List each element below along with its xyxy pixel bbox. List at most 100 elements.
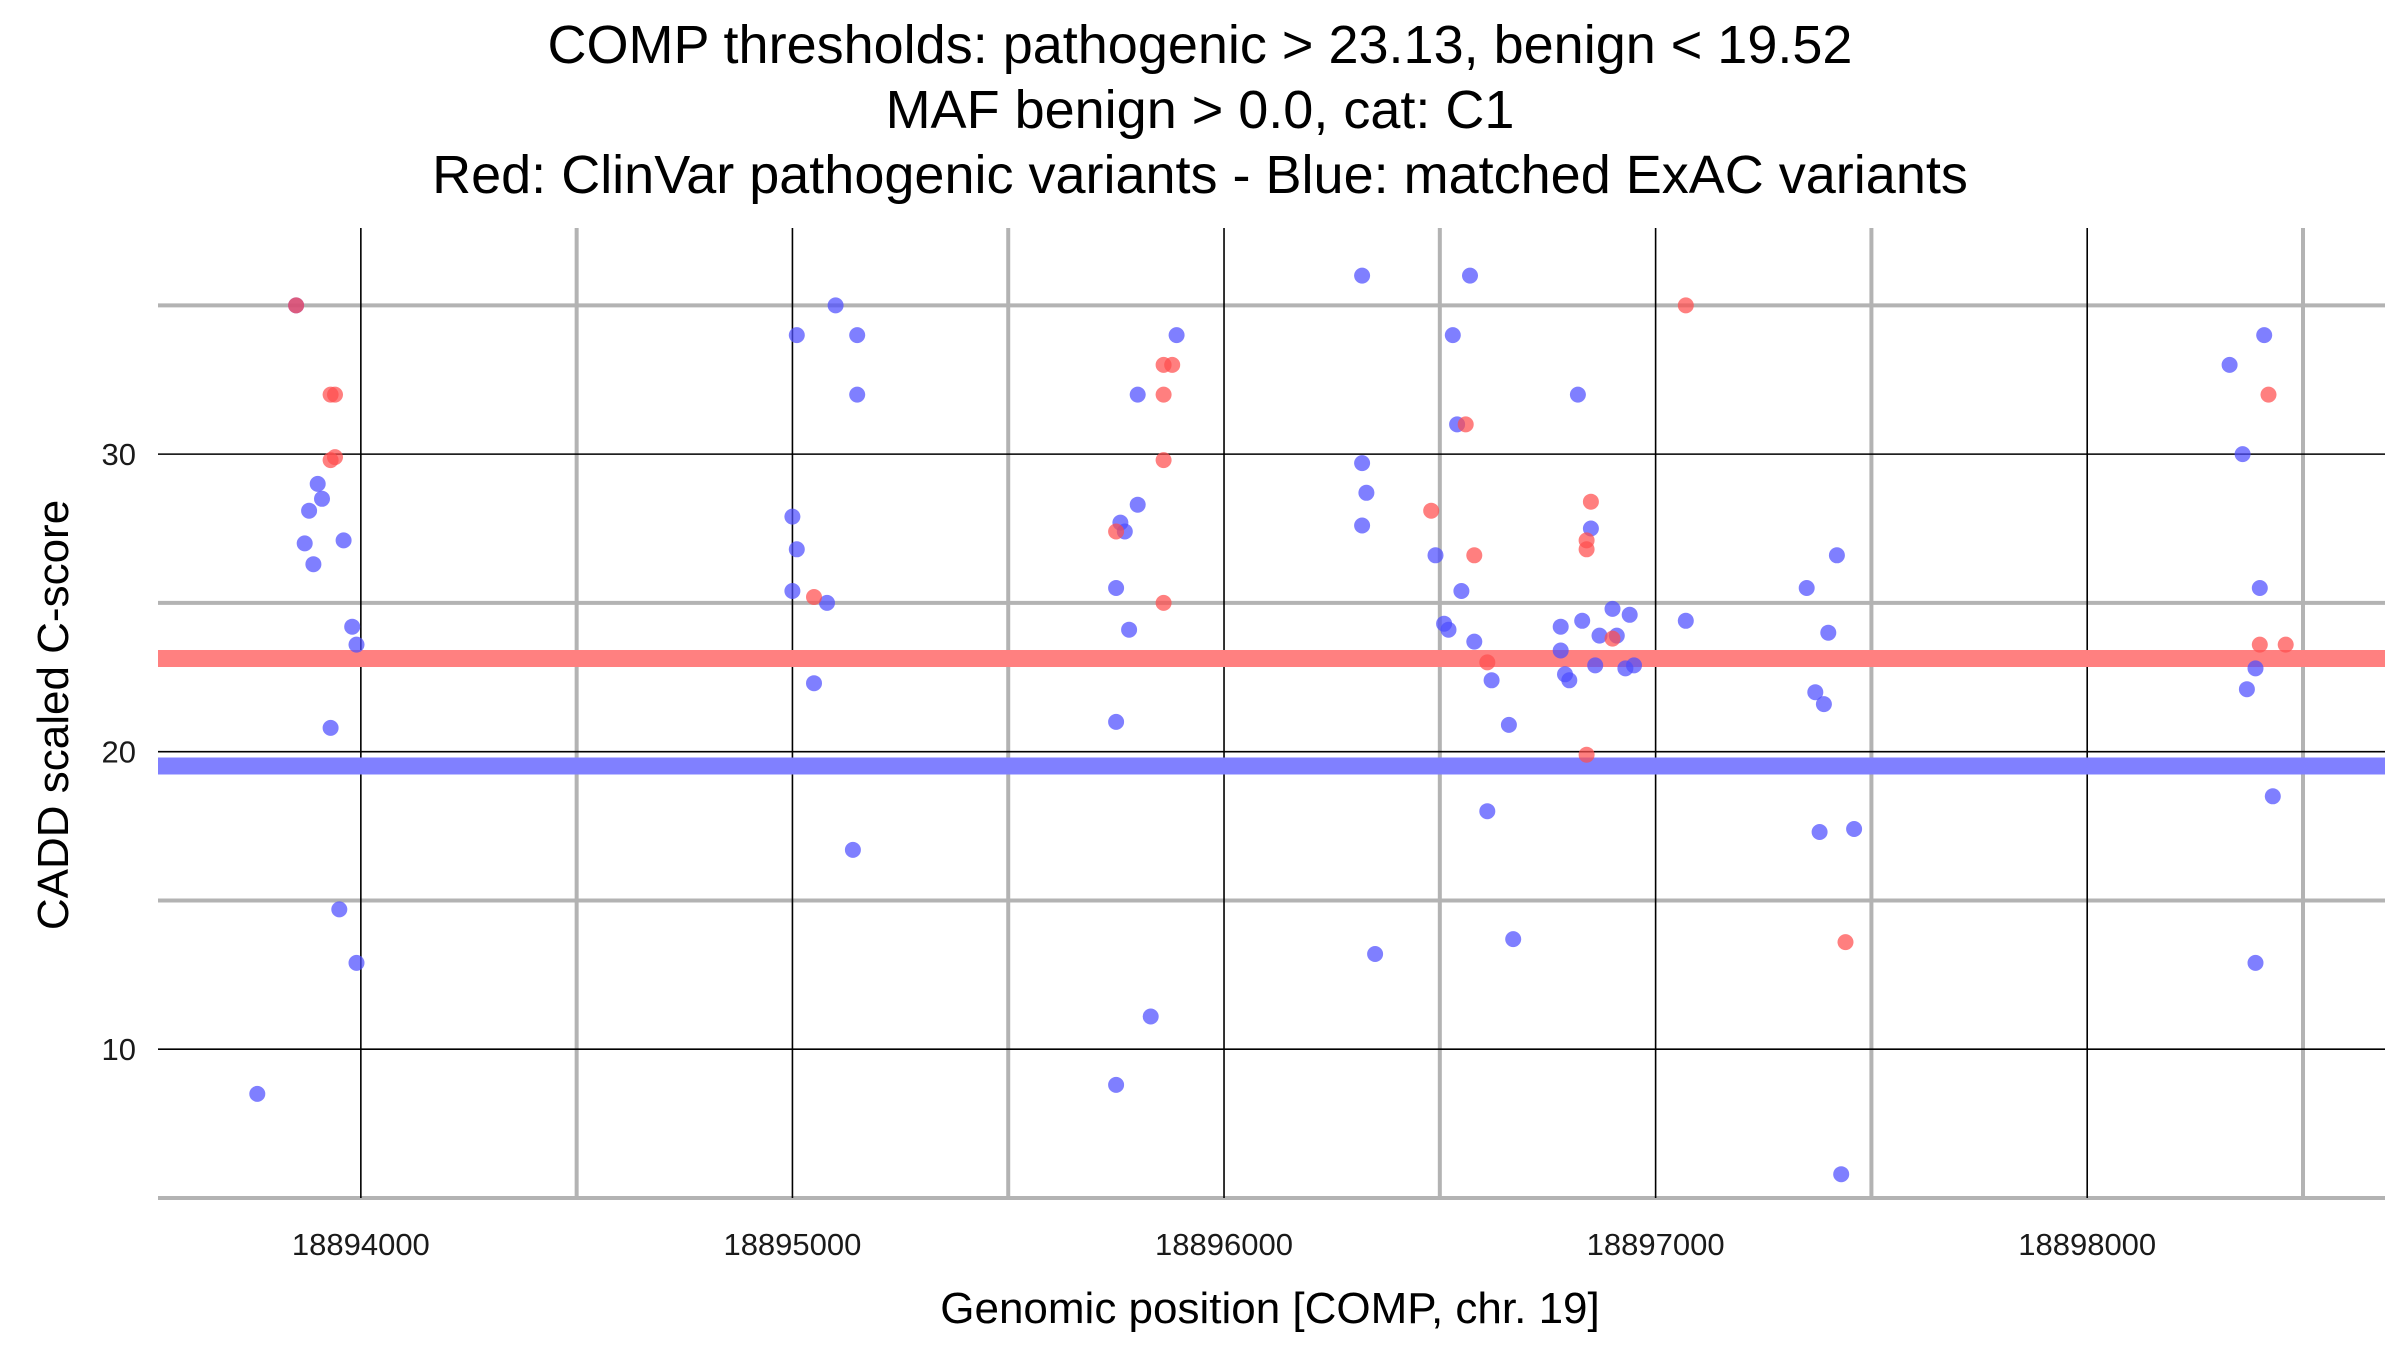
data-points: [249, 267, 2294, 1183]
pathogenic-point: [327, 449, 343, 466]
benign-point: [2238, 681, 2255, 698]
benign-point: [1846, 821, 1863, 837]
benign-point: [1168, 327, 1185, 344]
y-axis-title: CADD scaled C-score: [29, 500, 78, 930]
benign-point: [305, 556, 322, 573]
benign-point: [1815, 696, 1832, 713]
benign-point: [1833, 1166, 1850, 1183]
benign-point: [1129, 386, 1146, 403]
benign-point: [1552, 642, 1569, 659]
benign-point: [2264, 788, 2281, 805]
benign-point: [1462, 267, 1478, 284]
pathogenic-point: [1582, 493, 1599, 510]
pathogenic-point: [1479, 654, 1496, 671]
pathogenic-point: [2277, 636, 2294, 653]
pathogenic-point: [1164, 356, 1181, 373]
benign-point: [301, 502, 318, 519]
benign-point: [827, 297, 844, 314]
pathogenic-point: [1108, 523, 1125, 540]
x-tick-label: 18895000: [723, 1227, 861, 1262]
pathogenic-point: [1677, 297, 1694, 314]
benign-point: [1500, 716, 1517, 733]
benign-point: [1626, 657, 1642, 674]
x-axis-title: Genomic position [COMP, chr. 19]: [940, 1284, 1599, 1333]
threshold-lines: [158, 650, 2385, 775]
pathogenic-point: [1155, 386, 1172, 403]
x-tick-label: 18894000: [292, 1227, 430, 1262]
title-line-3: Red: ClinVar pathogenic variants - Blue:…: [432, 145, 1968, 205]
benign-point: [1483, 672, 1500, 689]
major-gridlines: [158, 228, 2385, 1198]
benign-point: [331, 901, 348, 918]
pathogenic-point: [1837, 934, 1854, 951]
benign-point: [1440, 621, 1457, 638]
benign-point: [1129, 496, 1146, 513]
benign-point: [1574, 612, 1591, 629]
benign-point: [1108, 713, 1125, 730]
benign-point: [784, 583, 801, 599]
pathogenic-point: [1457, 416, 1474, 433]
chart-title: COMP thresholds: pathogenic > 23.13, ben…: [432, 15, 1968, 205]
pathogenic-point: [1604, 630, 1621, 647]
benign-point: [1367, 946, 1384, 962]
minor-gridlines: [158, 228, 2385, 1200]
benign-point: [348, 636, 365, 653]
x-tick-label: 18896000: [1155, 1227, 1293, 1262]
benign-point: [784, 508, 801, 525]
title-line-1: COMP thresholds: pathogenic > 23.13, ben…: [548, 15, 1853, 75]
y-tick-label: 30: [102, 437, 136, 472]
benign-point: [849, 386, 866, 403]
benign-point: [1591, 627, 1608, 644]
benign-point: [1444, 327, 1461, 344]
benign-point: [788, 541, 805, 558]
benign-point: [1604, 600, 1621, 617]
benign-point: [296, 535, 313, 552]
benign-point: [1358, 484, 1375, 501]
benign-point: [1811, 824, 1828, 840]
benign-point: [2247, 660, 2264, 677]
benign-point: [2247, 954, 2264, 971]
benign-point: [788, 327, 805, 344]
title-line-2: MAF benign > 0.0, cat: C1: [886, 80, 1515, 140]
pathogenic-point: [1155, 452, 1172, 469]
benign-point: [1142, 1008, 1159, 1025]
benign-point: [2234, 446, 2251, 463]
benign-point: [849, 327, 866, 344]
benign-point: [1828, 547, 1845, 564]
pathogenic-point: [1423, 502, 1440, 519]
benign-point: [844, 841, 861, 858]
benign-point: [2221, 356, 2238, 373]
pathogenic-point: [1578, 746, 1595, 763]
benign-point: [1569, 386, 1586, 403]
benign-point: [1108, 580, 1125, 596]
benign-point: [819, 594, 835, 611]
benign-point: [1621, 606, 1638, 623]
pathogenic-point: [288, 297, 305, 314]
x-tick-label: 18898000: [2018, 1227, 2156, 1262]
benign-point: [309, 475, 326, 492]
pathogenic-point: [1466, 547, 1483, 564]
benign-point: [1552, 618, 1569, 635]
y-tick-label: 20: [102, 735, 136, 770]
benign-point: [1561, 672, 1578, 689]
benign-point: [806, 675, 822, 692]
x-axis-ticks: 18894000 18895000 18896000 18897000 18898000: [292, 1227, 2156, 1262]
benign-point: [1820, 624, 1837, 641]
benign-point: [322, 719, 339, 736]
benign-point: [1354, 517, 1371, 534]
benign-point: [1108, 1076, 1125, 1093]
x-tick-label: 18897000: [1587, 1227, 1725, 1262]
benign-point: [1453, 583, 1470, 599]
benign-point: [1466, 633, 1483, 650]
benign-point: [344, 618, 361, 635]
benign-point: [1798, 580, 1815, 596]
y-tick-label: 10: [102, 1032, 136, 1067]
benign-point: [1427, 547, 1444, 564]
benign-point: [335, 532, 352, 549]
benign-point: [2256, 327, 2273, 344]
benign-point: [1354, 455, 1371, 472]
benign-point: [1479, 803, 1496, 820]
pathogenic-point: [2260, 386, 2277, 403]
pathogenic-point: [806, 589, 822, 605]
